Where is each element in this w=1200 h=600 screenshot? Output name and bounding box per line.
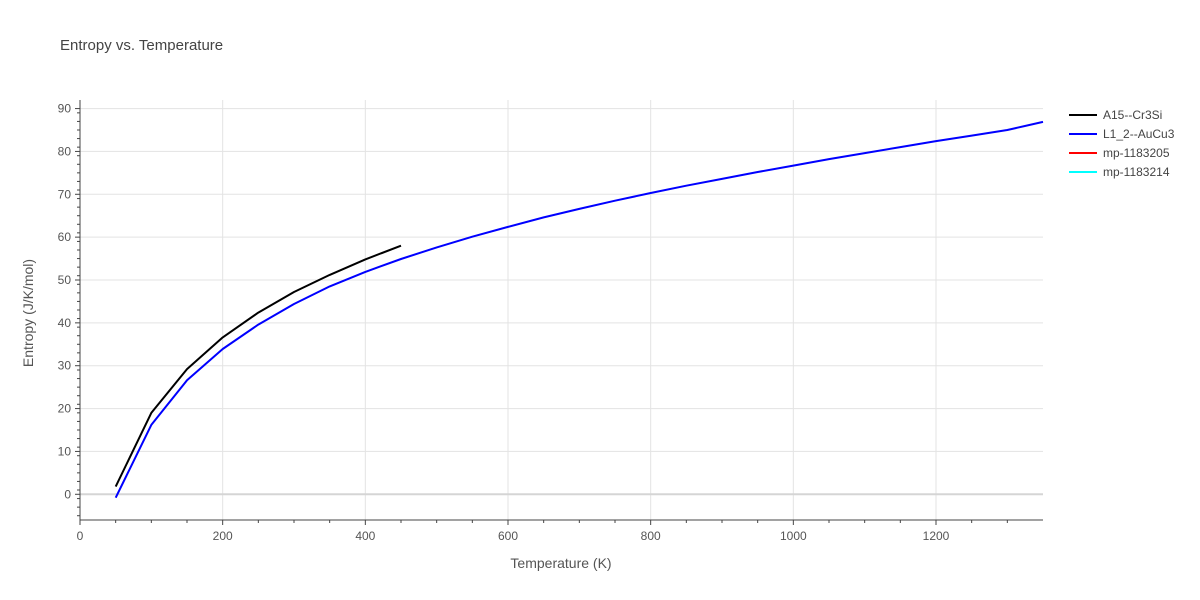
y-tick-label: 0 [64,487,71,501]
y-tick-label: 80 [58,144,72,158]
x-tick-label: 200 [213,529,233,543]
x-axis-ticks: 0 200 400 600 800 1000 1200 [77,520,1008,543]
y-tick-label: 60 [58,230,72,244]
y-axis-title: Entropy (J/K/mol) [20,259,36,367]
legend-item[interactable]: A15--Cr3Si [1069,108,1162,122]
y-tick-label: 30 [58,359,72,373]
chart-title: Entropy vs. Temperature [60,37,223,54]
y-tick-label: 70 [58,187,72,201]
y-tick-label: 50 [58,273,72,287]
y-tick-label: 40 [58,316,72,330]
axes [79,100,1043,521]
x-tick-label: 1200 [923,529,950,543]
legend-label: mp-1183214 [1103,165,1170,179]
legend-label: A15--Cr3Si [1103,108,1162,122]
x-tick-label: 600 [498,529,518,543]
grid-lines [80,100,1043,520]
x-tick-label: 0 [77,529,84,543]
y-axis-ticks: 0 10 20 30 40 50 60 70 80 90 [58,102,80,517]
x-tick-label: 800 [641,529,661,543]
y-tick-label: 90 [58,102,72,116]
legend-label: L1_2--AuCu3 [1103,127,1175,141]
x-tick-label: 400 [355,529,375,543]
legend-item[interactable]: mp-1183205 [1069,146,1170,160]
y-tick-label: 20 [58,402,72,416]
series-line [114,244,402,488]
legend-item[interactable]: L1_2--AuCu3 [1069,127,1175,141]
legend: A15--Cr3Si L1_2--AuCu3 mp-1183205 mp-118321… [1069,108,1175,179]
y-tick-label: 10 [58,444,72,458]
x-tick-label: 1000 [780,529,807,543]
plot-area [114,120,1044,499]
series-line [114,120,1044,499]
x-axis-title: Temperature (K) [510,555,611,571]
legend-label: mp-1183205 [1103,146,1170,160]
legend-item[interactable]: mp-1183214 [1069,165,1170,179]
